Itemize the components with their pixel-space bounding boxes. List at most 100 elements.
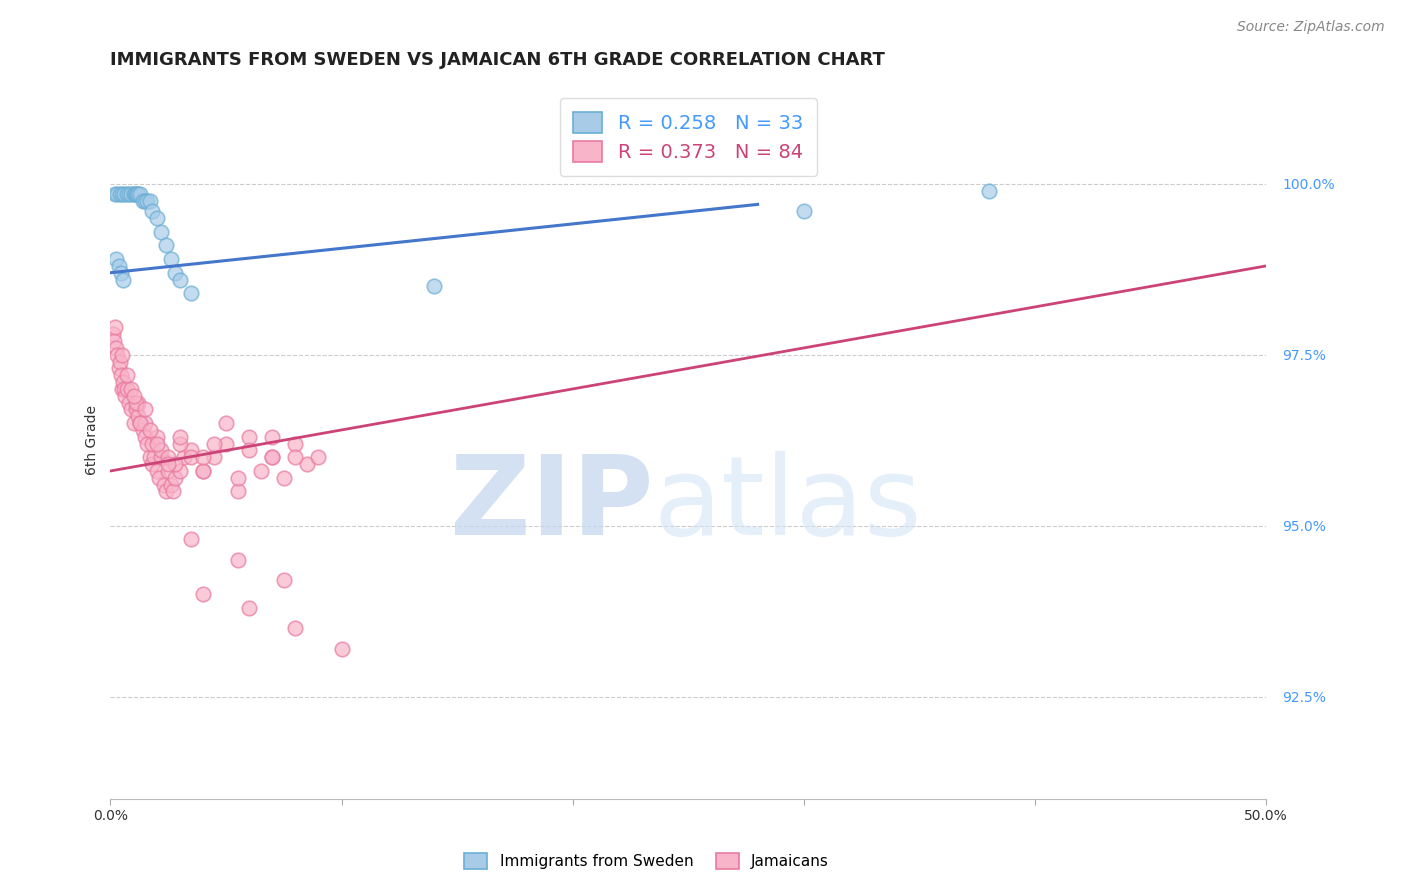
Point: [112, 382, 135, 396]
Point: [262, 430, 284, 444]
Point: [169, 464, 191, 478]
Point: [155, 484, 177, 499]
Point: [159, 252, 181, 266]
Point: [180, 450, 202, 465]
Point: [152, 477, 174, 491]
Point: [159, 477, 181, 491]
Point: [150, 225, 173, 239]
Point: [262, 450, 284, 465]
Point: [124, 187, 146, 202]
Point: [129, 416, 152, 430]
Point: [104, 320, 127, 334]
Point: [191, 464, 214, 478]
Text: IMMIGRANTS FROM SWEDEN VS JAMAICAN 6TH GRADE CORRELATION CHART: IMMIGRANTS FROM SWEDEN VS JAMAICAN 6TH G…: [111, 51, 886, 69]
Point: [125, 187, 148, 202]
Point: [134, 402, 156, 417]
Point: [284, 621, 307, 635]
Point: [977, 184, 1000, 198]
Point: [295, 457, 318, 471]
Point: [120, 382, 142, 396]
Point: [262, 450, 284, 465]
Point: [180, 533, 202, 547]
Point: [110, 266, 132, 280]
Text: ZIP: ZIP: [450, 451, 654, 558]
Legend: R = 0.258   N = 33, R = 0.373   N = 84: R = 0.258 N = 33, R = 0.373 N = 84: [560, 98, 817, 176]
Point: [145, 464, 167, 478]
Point: [136, 436, 159, 450]
Point: [143, 450, 166, 465]
Point: [125, 402, 148, 417]
Point: [127, 409, 149, 424]
Point: [114, 389, 136, 403]
Point: [165, 471, 187, 485]
Point: [134, 416, 156, 430]
Point: [169, 436, 191, 450]
Point: [165, 457, 187, 471]
Point: [249, 464, 271, 478]
Point: [284, 450, 307, 465]
Point: [115, 368, 138, 383]
Point: [101, 327, 124, 342]
Point: [122, 416, 145, 430]
Point: [204, 450, 226, 465]
Point: [134, 430, 156, 444]
Y-axis label: 6th Grade: 6th Grade: [86, 405, 100, 475]
Point: [162, 484, 184, 499]
Point: [165, 266, 187, 280]
Point: [330, 641, 353, 656]
Point: [169, 272, 191, 286]
Point: [105, 341, 128, 355]
Point: [238, 430, 260, 444]
Point: [145, 211, 167, 225]
Point: [141, 204, 163, 219]
Point: [105, 187, 128, 202]
Point: [129, 187, 152, 202]
Point: [105, 348, 128, 362]
Point: [284, 436, 307, 450]
Point: [112, 187, 135, 202]
Point: [122, 389, 145, 403]
Point: [107, 259, 129, 273]
Text: atlas: atlas: [654, 451, 922, 558]
Point: [132, 194, 155, 208]
Point: [105, 252, 128, 266]
Point: [204, 436, 226, 450]
Point: [118, 395, 141, 409]
Point: [108, 354, 131, 368]
Point: [111, 348, 134, 362]
Point: [169, 430, 191, 444]
Point: [108, 187, 131, 202]
Point: [173, 450, 195, 465]
Point: [132, 423, 155, 437]
Text: Source: ZipAtlas.com: Source: ZipAtlas.com: [1237, 20, 1385, 34]
Point: [215, 416, 238, 430]
Point: [103, 334, 125, 348]
Point: [793, 204, 815, 219]
Point: [145, 430, 167, 444]
Point: [238, 600, 260, 615]
Point: [120, 402, 142, 417]
Point: [118, 187, 141, 202]
Point: [134, 194, 156, 208]
Point: [112, 272, 135, 286]
Point: [226, 484, 249, 499]
Legend: Immigrants from Sweden, Jamaicans: Immigrants from Sweden, Jamaicans: [458, 847, 835, 875]
Point: [115, 187, 138, 202]
Point: [145, 436, 167, 450]
Point: [112, 375, 135, 389]
Point: [129, 416, 152, 430]
Point: [141, 436, 163, 450]
Point: [155, 238, 177, 252]
Point: [157, 450, 180, 465]
Point: [191, 587, 214, 601]
Point: [138, 423, 160, 437]
Point: [122, 187, 145, 202]
Point: [273, 574, 295, 588]
Point: [125, 395, 148, 409]
Point: [150, 450, 173, 465]
Point: [104, 187, 127, 202]
Point: [127, 187, 149, 202]
Point: [120, 187, 142, 202]
Point: [273, 471, 295, 485]
Point: [191, 450, 214, 465]
